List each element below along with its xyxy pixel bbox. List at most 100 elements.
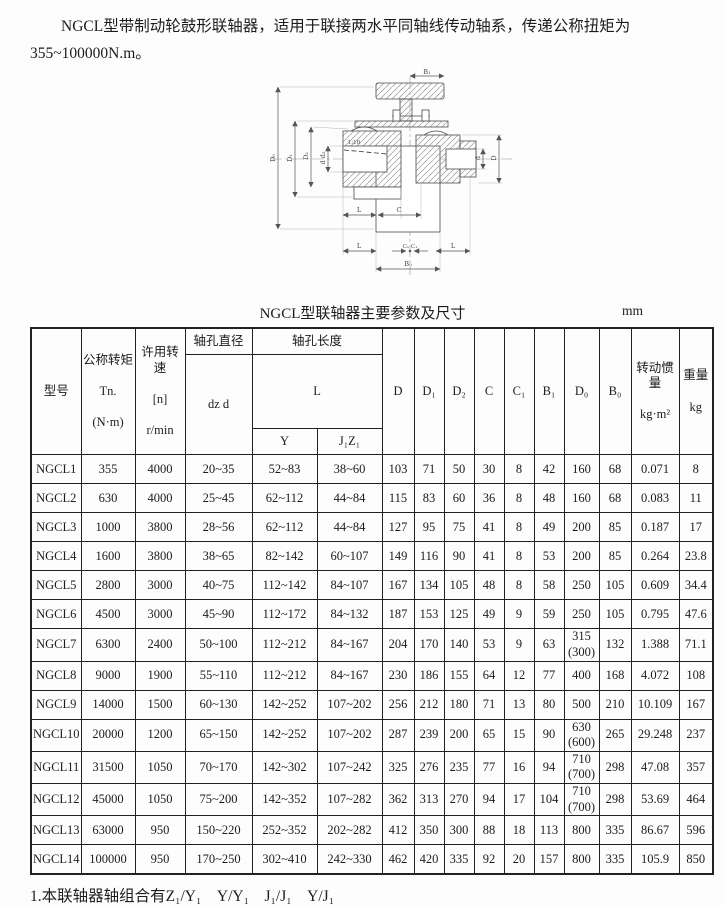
value-cell: 210: [598, 689, 632, 720]
value-cell: 170: [413, 628, 445, 662]
value-cell: 64: [473, 660, 505, 691]
value-cell: 3000: [134, 570, 186, 601]
model-cell: NGCL12: [30, 783, 82, 817]
header-inertia: 转动惯量 kg·m²: [630, 327, 680, 456]
value-cell: 107~242: [316, 750, 383, 785]
value-cell: 125: [443, 599, 475, 630]
value-cell: 6300: [80, 628, 136, 662]
value-cell: 150~220: [184, 815, 253, 846]
value-cell: 47.08: [630, 750, 680, 785]
value-cell: 357: [678, 750, 714, 785]
value-cell: 400: [563, 660, 600, 691]
value-cell: 335: [598, 815, 632, 846]
value-cell: 462: [381, 844, 415, 875]
technical-drawing-area: B₁ D₀ D₁ D₂ d d₂ d D L C L C₁ C₁ L B₀ 1:…: [0, 68, 725, 298]
value-cell: 3000: [134, 599, 186, 630]
table-row: NGCL10 20000 1200 65~150 142~252 107~202 287 23…: [30, 718, 714, 752]
value-cell: 12: [503, 660, 535, 691]
value-cell: 250: [563, 570, 600, 601]
parameters-table: 型号 公称转矩 Tn. (N·m) 许用转速 [n] r/min 轴孔直径 轴孔…: [30, 327, 715, 876]
value-cell: 127: [381, 512, 415, 543]
value-cell: 0.071: [630, 454, 680, 485]
value-cell: 84~107: [316, 570, 383, 601]
value-cell: 63: [533, 628, 565, 662]
header-D2: D₂: [443, 327, 475, 456]
value-cell: 83: [413, 483, 445, 514]
value-cell: 85: [598, 512, 632, 543]
value-cell: 11: [678, 483, 714, 514]
value-cell: 420: [413, 844, 445, 875]
value-cell: 850: [678, 844, 714, 875]
dimension-lines: [274, 73, 502, 273]
value-cell: 18: [503, 815, 535, 846]
header-weight: 重量 kg: [678, 327, 714, 456]
value-cell: 80: [533, 689, 565, 720]
value-cell: 142~352: [251, 783, 318, 817]
value-cell: 9: [503, 599, 535, 630]
value-cell: 107~282: [316, 783, 383, 817]
table-row: NGCL2 630 4000 25~45 62~112 44~84 115 83 60 36 8 48…: [30, 483, 714, 514]
value-cell: 298: [598, 750, 632, 785]
value-cell: 235: [443, 750, 475, 785]
dim-c1-label: C₁ C₁: [402, 244, 417, 250]
header-bore-diameter: 轴孔直径: [184, 327, 253, 356]
value-cell: 105: [598, 570, 632, 601]
value-cell: 800: [563, 844, 600, 875]
value-cell: 1000: [80, 512, 136, 543]
value-cell: 8: [678, 454, 714, 485]
header-torque-l1: 公称转矩: [83, 352, 134, 367]
value-cell: 53.69: [630, 783, 680, 817]
value-cell: 362: [381, 783, 415, 817]
value-cell: 65~150: [184, 718, 253, 752]
value-cell: 38~65: [184, 541, 253, 572]
header-B0: B₀: [598, 327, 632, 456]
table-row: NGCL13 63000 950 150~220 252~352 202~282 412 35…: [30, 815, 714, 846]
value-cell: 1900: [134, 660, 186, 691]
header-model: 型号: [30, 327, 82, 456]
value-cell: 167: [381, 570, 415, 601]
value-cell: 47.6: [678, 599, 714, 630]
model-cell: NGCL3: [30, 512, 82, 543]
value-cell: 950: [134, 844, 186, 875]
value-cell: 105: [598, 599, 632, 630]
value-cell: 70~170: [184, 750, 253, 785]
value-cell: 49: [473, 599, 505, 630]
value-cell: 52~83: [251, 454, 318, 485]
value-cell: 62~112: [251, 512, 318, 543]
value-cell: 630 (600): [563, 718, 600, 752]
value-cell: 265: [598, 718, 632, 752]
model-cell: NGCL4: [30, 541, 82, 572]
header-J1Z1: J₁Z₁: [316, 428, 383, 456]
value-cell: 107~202: [316, 718, 383, 752]
value-cell: 596: [678, 815, 714, 846]
value-cell: 84~167: [316, 660, 383, 691]
header-torque: 公称转矩 Tn. (N·m): [80, 327, 136, 456]
value-cell: 77: [473, 750, 505, 785]
value-cell: 0.083: [630, 483, 680, 514]
value-cell: 239: [413, 718, 445, 752]
value-cell: 85: [598, 541, 632, 572]
value-cell: 710 (700): [563, 750, 600, 785]
value-cell: 313: [413, 783, 445, 817]
intro-paragraph: NGCL型带制动轮鼓形联轴器，适用于联接两水平同轴线传动轴系，传递公称扭矩为 3…: [30, 14, 697, 67]
value-cell: 112~172: [251, 599, 318, 630]
value-cell: 40~75: [184, 570, 253, 601]
dim-d1-label: D₁: [286, 154, 294, 162]
value-cell: 42: [533, 454, 565, 485]
value-cell: 464: [678, 783, 714, 817]
value-cell: 20000: [80, 718, 136, 752]
header-bore-diameter-sub: dz d: [184, 354, 253, 456]
value-cell: 63000: [80, 815, 136, 846]
model-cell: NGCL6: [30, 599, 82, 630]
value-cell: 200: [443, 718, 475, 752]
table-row: NGCL8 9000 1900 55~110 112~212 84~167 230 186 15…: [30, 660, 714, 691]
value-cell: 84~167: [316, 628, 383, 662]
value-cell: 115: [381, 483, 415, 514]
value-cell: 36: [473, 483, 505, 514]
value-cell: 252~352: [251, 815, 318, 846]
value-cell: 16: [503, 750, 535, 785]
value-cell: 1500: [134, 689, 186, 720]
value-cell: 412: [381, 815, 415, 846]
value-cell: 41: [473, 512, 505, 543]
model-cell: NGCL5: [30, 570, 82, 601]
